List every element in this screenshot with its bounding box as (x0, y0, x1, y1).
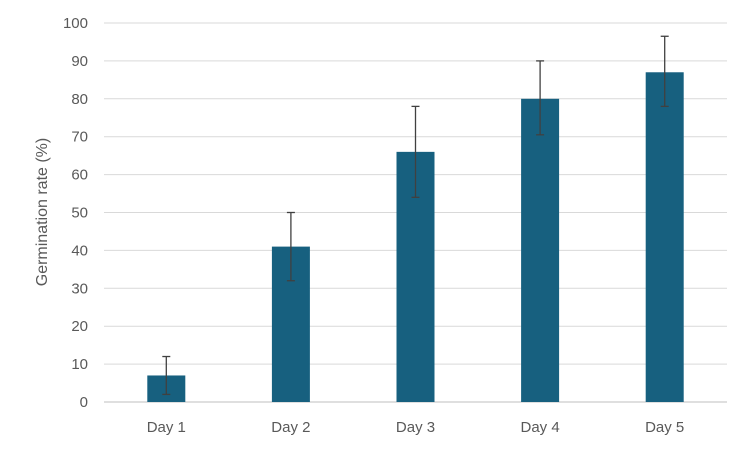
error-bars (162, 35, 669, 396)
x-tick-label: Day 2 (271, 419, 310, 436)
y-axis-title: Germination rate (%) (34, 138, 51, 287)
bar (645, 72, 684, 403)
x-tick-label: Day 1 (147, 419, 186, 436)
y-tick-label: 0 (80, 394, 88, 411)
y-tick-label: 100 (63, 15, 88, 32)
y-tick-label: 40 (71, 242, 88, 259)
error-bar (536, 60, 545, 136)
bar (521, 98, 560, 403)
error-bar (162, 355, 171, 396)
y-tick-label: 80 (71, 91, 88, 108)
y-tick-label: 60 (71, 167, 88, 184)
y-tick-label: 20 (71, 318, 88, 335)
y-tick-label: 90 (71, 53, 88, 70)
error-bar (660, 35, 669, 108)
y-tick-label: 50 (71, 205, 88, 222)
error-bar (286, 211, 295, 282)
y-tick-label: 10 (71, 356, 88, 373)
y-tick-label: 70 (71, 129, 88, 146)
error-bar (411, 105, 420, 198)
x-tick-label: Day 5 (645, 419, 684, 436)
x-axis-ticks: Day 1 Day 2 Day 3 Day 4 Day 5 (147, 419, 685, 436)
x-tick-label: Day 4 (521, 419, 560, 436)
y-tick-label: 30 (71, 280, 88, 297)
x-tick-label: Day 3 (396, 419, 435, 436)
y-axis-ticks: 0 10 20 30 40 50 60 70 80 90 100 (63, 15, 88, 411)
